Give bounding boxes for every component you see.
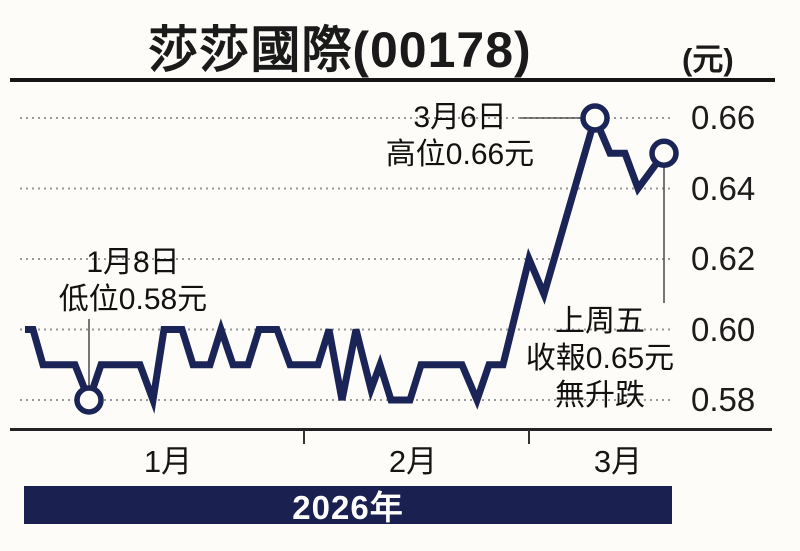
x-axis-label-mar: 3月 (593, 444, 643, 479)
x-axis-tick (303, 430, 305, 444)
marker-low-circle (74, 385, 104, 415)
y-axis-tick-label: 0.66 (691, 99, 756, 136)
marker-high-circle (580, 103, 610, 133)
page-title: 莎莎國際(00178) (148, 22, 532, 78)
year-banner-text: 2026年 (292, 489, 404, 526)
annotation-high-value: 高位0.66元 (385, 138, 535, 171)
y-axis-tick-label: 0.60 (691, 310, 756, 348)
marker-last-circle (649, 138, 679, 168)
year-banner: 2026年 (24, 486, 672, 526)
annotation-last-day: 上周五 (555, 305, 645, 338)
y-axis-tick-label: 0.62 (691, 240, 756, 277)
annotation-low-value: 低位0.58元 (58, 283, 208, 316)
annotation-last-close: 上周五 收報0.65元 無升跌 (500, 303, 700, 414)
x-axis-label-jan: 1月 (143, 444, 193, 479)
annotation-high: 3月6日 高位0.66元 (360, 99, 560, 173)
annotation-last-value: 收報0.65元 (525, 342, 675, 375)
annotation-low: 1月8日 低位0.58元 (33, 244, 233, 318)
price-line (25, 107, 667, 414)
x-axis-line (10, 428, 772, 431)
annotation-last-change: 無升跌 (555, 379, 645, 412)
annotation-high-date: 3月6日 (413, 101, 507, 134)
x-axis-tick (528, 430, 530, 444)
y-axis-tick-label: 0.58 (691, 381, 756, 418)
annotation-low-date: 1月8日 (86, 246, 180, 279)
x-axis-label-feb: 2月 (388, 444, 438, 479)
y-axis-tick-label: 0.64 (691, 169, 756, 207)
title-divider (10, 78, 775, 82)
y-axis-unit-label: (元) (682, 42, 734, 77)
